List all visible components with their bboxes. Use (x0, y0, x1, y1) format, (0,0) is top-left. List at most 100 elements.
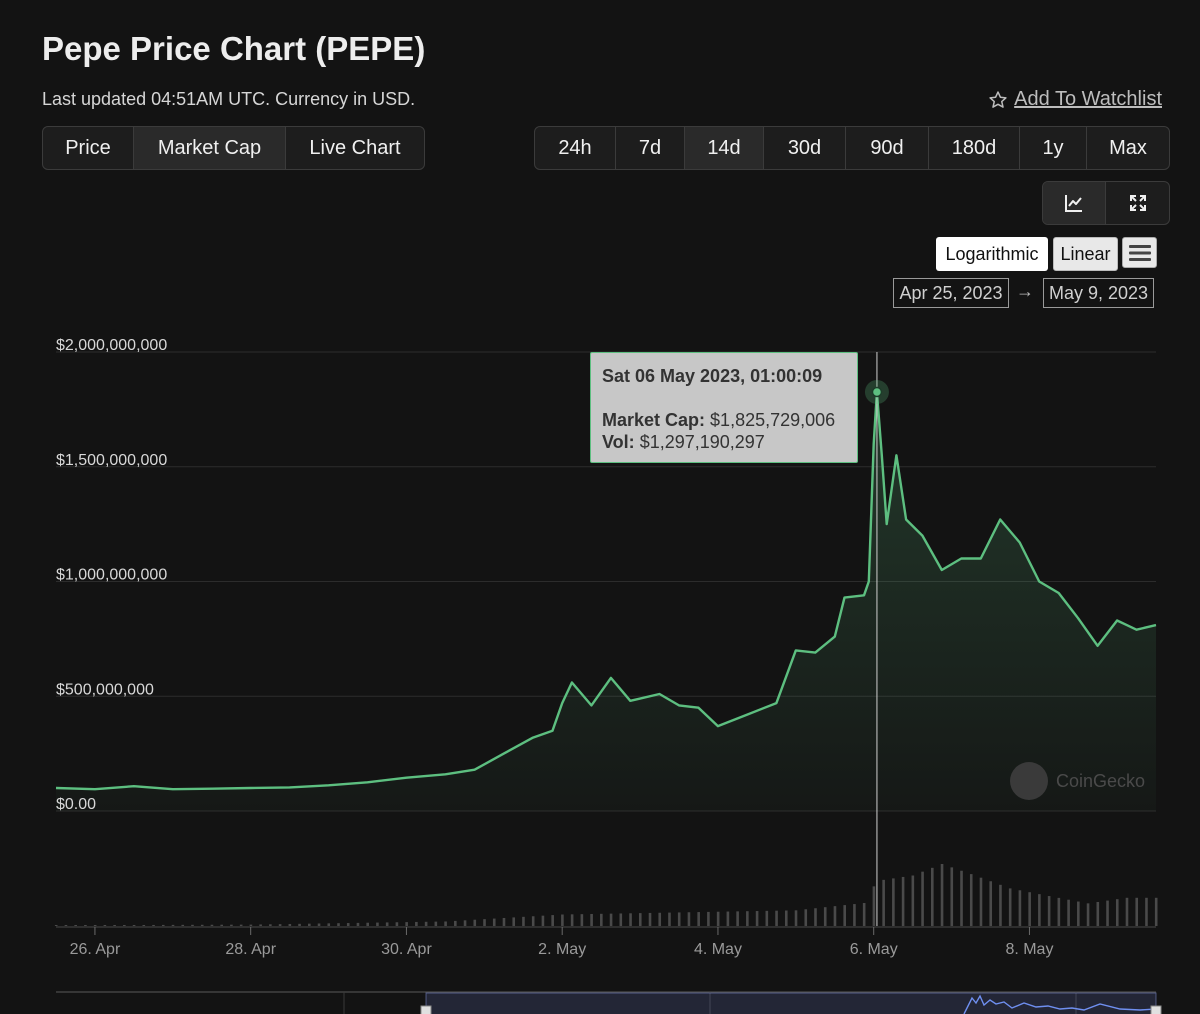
volume-bar (376, 922, 379, 926)
volume-bar (853, 904, 856, 926)
volume-bar (64, 925, 68, 926)
volume-bar (84, 925, 87, 926)
hover-point (871, 386, 883, 398)
date-to-input[interactable]: May 9, 2023 (1043, 278, 1154, 308)
volume-bar (1096, 901, 1100, 926)
y-tick-label: $1,000,000,000 (56, 567, 167, 584)
expand-icon (1129, 195, 1146, 211)
volume-bar (794, 910, 798, 926)
volume-bar (648, 912, 652, 926)
volume-bar (298, 923, 301, 926)
volume-bar (171, 924, 175, 926)
volume-bar (132, 925, 136, 926)
volume-bar (502, 917, 506, 926)
volume-bar (152, 924, 155, 926)
volume-bar (259, 924, 262, 926)
volume-bar (230, 924, 233, 926)
volume-bar (1106, 900, 1109, 926)
tooltip-market-cap-value: $1,825,729,006 (710, 410, 836, 430)
volume-bar (687, 912, 691, 926)
volume-bar (823, 907, 827, 926)
range-90d[interactable]: 90d (846, 127, 929, 169)
range-max[interactable]: Max (1109, 136, 1147, 159)
volume-bar (989, 881, 993, 926)
volume-bar (619, 913, 623, 926)
volume-bar (629, 913, 632, 926)
date-from-input[interactable]: Apr 25, 2023 (893, 278, 1009, 308)
x-tick-label: 4. May (694, 941, 742, 958)
tab-live-chart[interactable]: Live Chart (309, 136, 401, 159)
volume-bar (726, 911, 730, 926)
market-cap-area (56, 392, 1156, 811)
market-cap-line (55, 390, 1157, 791)
volume-bar (327, 923, 331, 926)
range-30d[interactable]: 30d (764, 127, 846, 169)
volume-bar (746, 911, 749, 926)
y-tick-label: $1,500,000,000 (56, 452, 167, 469)
range-180d[interactable]: 180d (929, 127, 1020, 169)
volume-bar (541, 915, 545, 926)
volume-bar (1047, 896, 1051, 926)
volume-bar (346, 923, 350, 926)
range-1y[interactable]: 1y (1020, 127, 1087, 169)
volume-bar (1077, 901, 1080, 926)
date-range-arrow: → (1016, 281, 1034, 301)
range-14d[interactable]: 14d (685, 127, 764, 169)
volume-bar (609, 913, 613, 926)
volume-bar (337, 923, 340, 926)
navigator-handle-left[interactable] (420, 1005, 432, 1014)
volume-bar (288, 923, 292, 926)
volume-bar (307, 923, 311, 926)
volume-bar (103, 925, 107, 926)
volume-bar (424, 921, 428, 926)
tab-market-cap[interactable]: Market Cap (134, 127, 286, 169)
coingecko-logo-icon (1010, 762, 1048, 800)
tooltip-volume-value: $1,297,190,297 (639, 432, 765, 452)
range-7d[interactable]: 7d (616, 127, 685, 169)
navigator-selection[interactable] (425, 992, 1157, 1014)
line-chart-icon (1065, 195, 1082, 212)
last-updated-text: Last updated 04:51AM UTC. Currency in US… (42, 89, 416, 109)
volume-bar (872, 886, 876, 926)
volume-bar (473, 919, 477, 926)
volume-bar (239, 924, 243, 926)
logarithmic-scale-button[interactable]: Logarithmic (936, 237, 1048, 271)
volume-bar (600, 913, 603, 926)
volume-bar (415, 921, 418, 926)
volume-bar (181, 924, 185, 926)
line-chart-button[interactable] (1043, 182, 1106, 224)
coingecko-watermark: CoinGecko (1010, 762, 1145, 800)
volume-bar (74, 925, 77, 926)
volume-bar (395, 922, 399, 926)
x-tick-label: 28. Apr (225, 941, 276, 958)
volume-bar (551, 915, 554, 926)
volume-bar (366, 922, 370, 926)
add-to-watchlist-link[interactable]: Add To Watchlist (988, 88, 1162, 111)
volume-bar (892, 878, 895, 926)
x-tick-label: 8. May (1005, 941, 1053, 958)
volume-bar (862, 903, 866, 926)
navigator-handle-right[interactable] (1150, 1005, 1162, 1014)
chart-menu-button[interactable] (1122, 237, 1157, 268)
volume-bar (1154, 897, 1158, 926)
volume-bar (561, 914, 564, 926)
expand-button[interactable] (1106, 182, 1169, 224)
volume-bar (716, 911, 720, 926)
volume-bar (522, 916, 525, 926)
volume-bar (405, 922, 408, 926)
tab-price[interactable]: Price (43, 127, 134, 169)
volume-bar (249, 924, 253, 926)
volume-bar (969, 874, 973, 926)
range-24h[interactable]: 24h (535, 127, 616, 169)
volume-bar (1135, 897, 1139, 926)
volume-bar (814, 908, 817, 926)
volume-bar (454, 920, 457, 926)
linear-scale-button[interactable]: Linear (1053, 237, 1118, 271)
x-tick-label: 2. May (538, 941, 586, 958)
navigator-series-line (963, 994, 1157, 1014)
volume-bar (707, 911, 710, 926)
y-tick-label: $500,000,000 (56, 681, 154, 698)
volume-bar (161, 924, 165, 926)
volume-bar (911, 875, 915, 926)
